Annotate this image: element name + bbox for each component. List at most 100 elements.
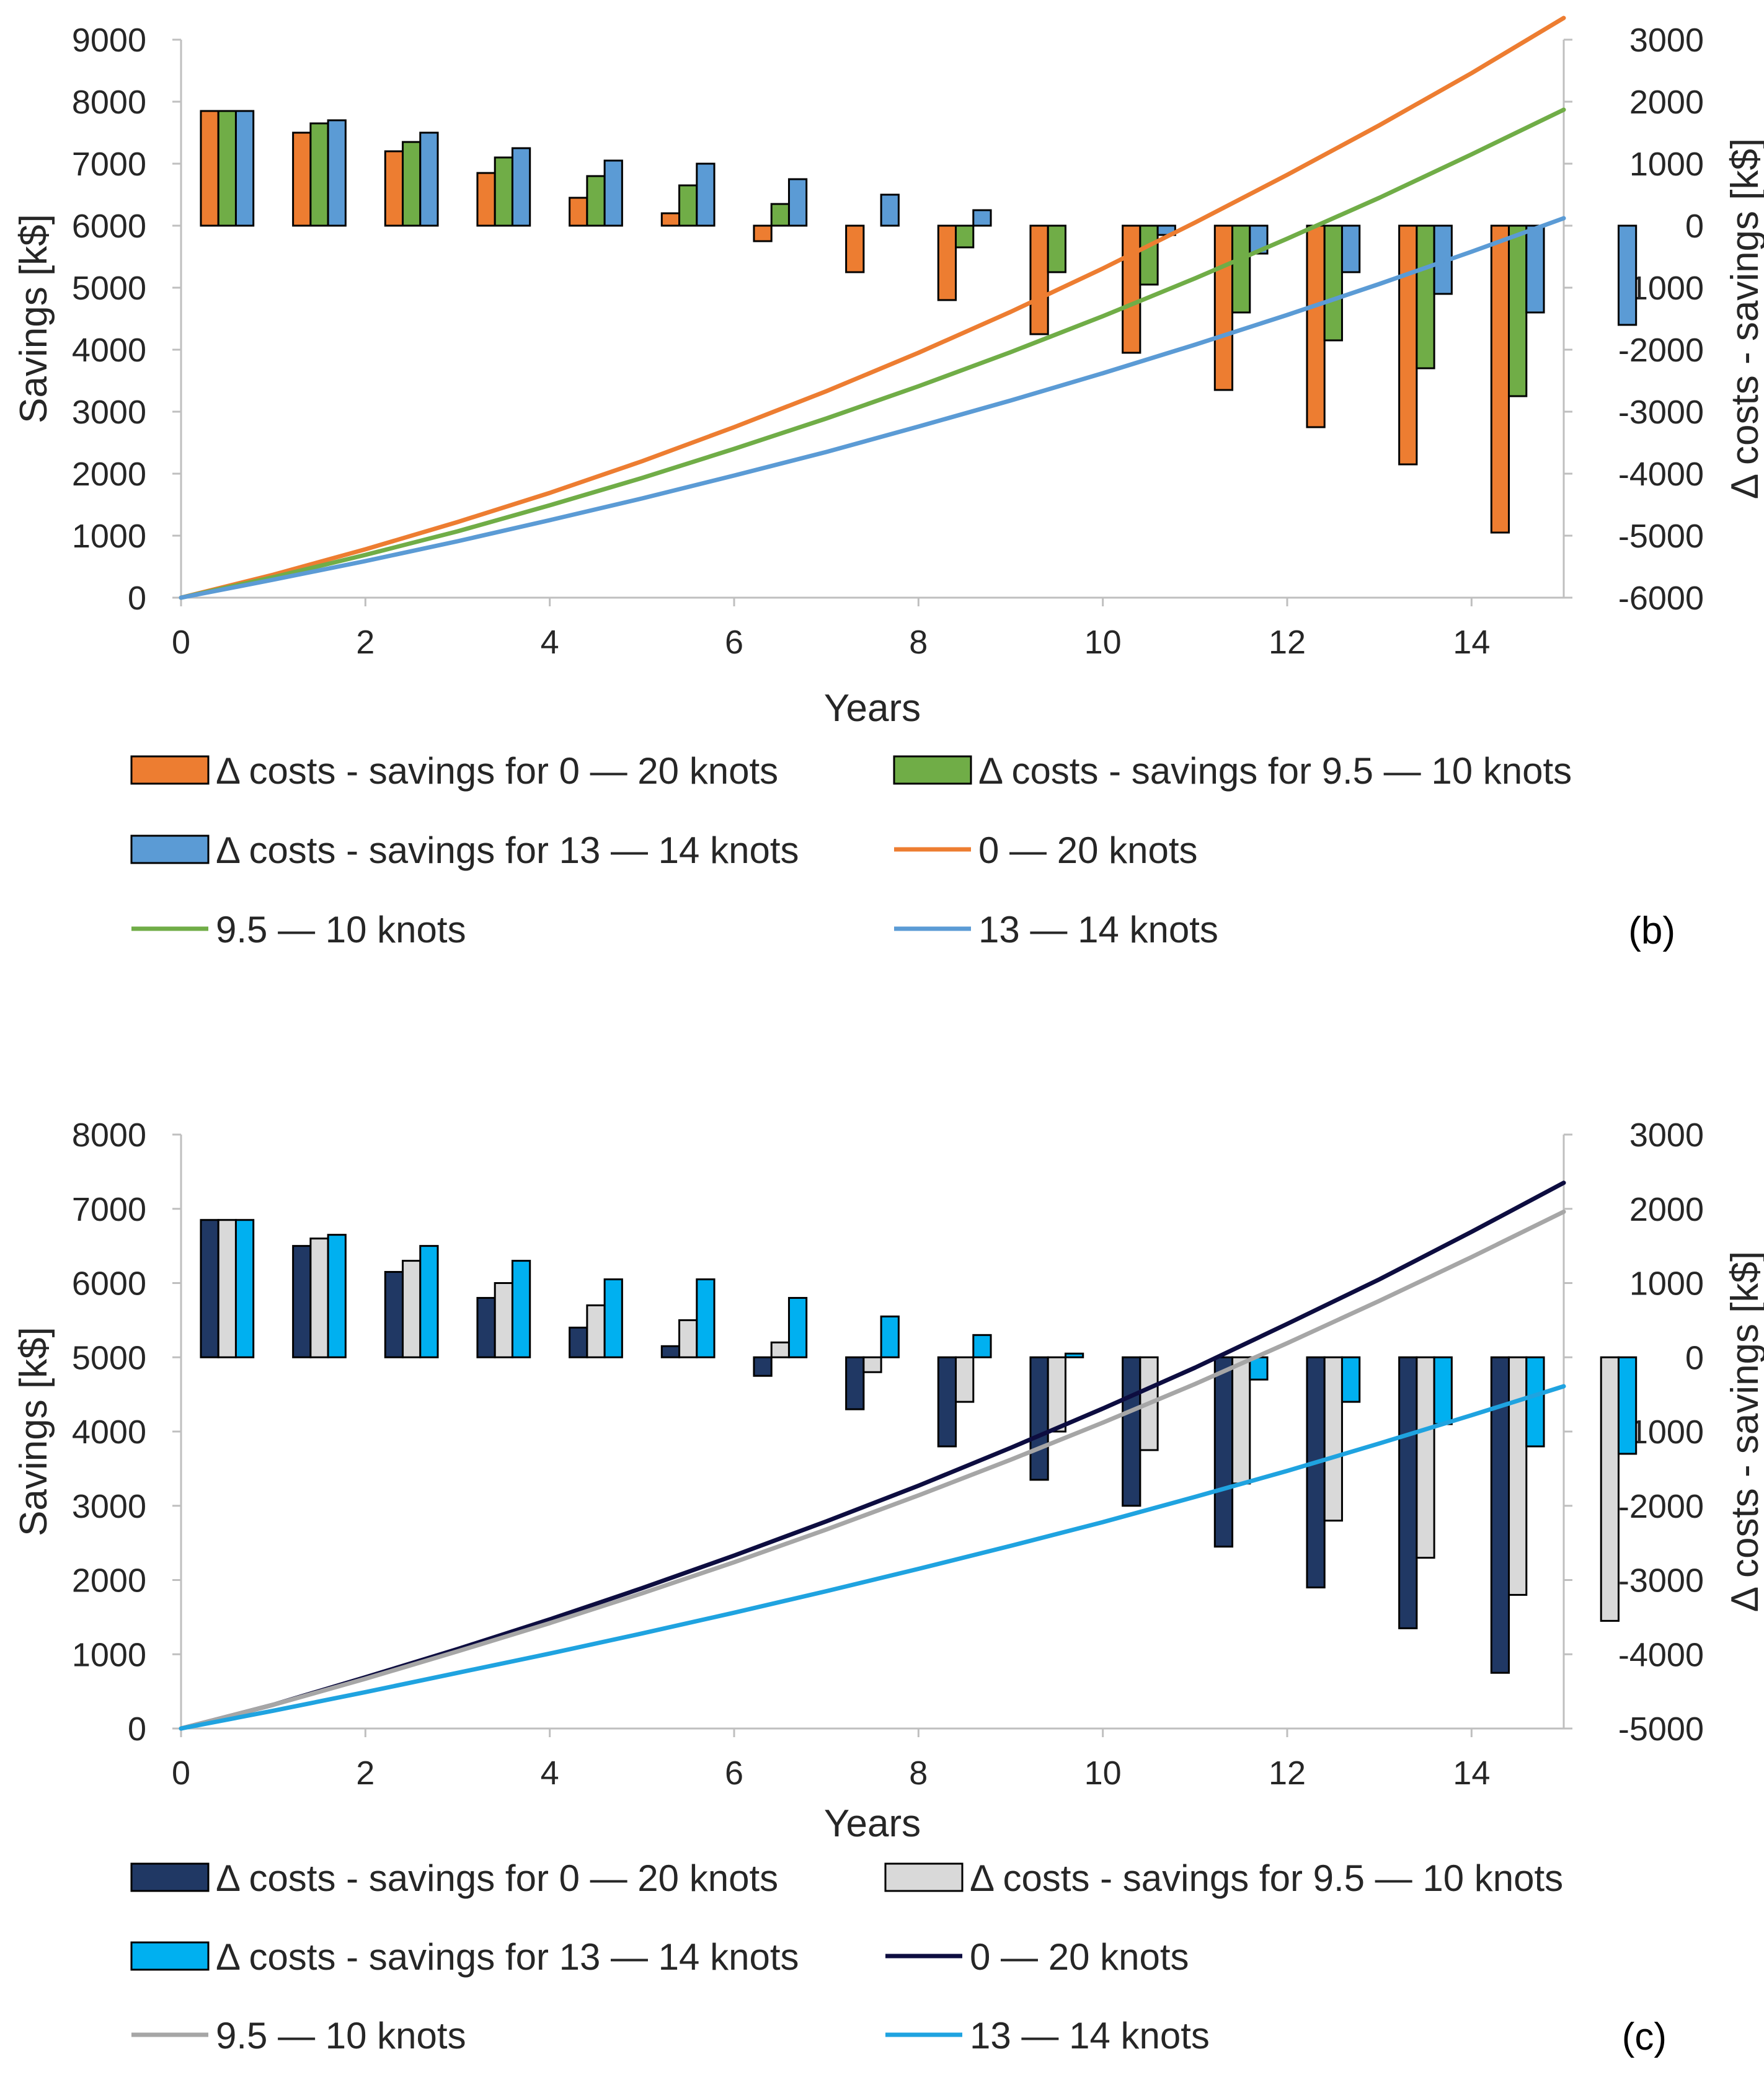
bar (1306, 224, 1326, 428)
bar (937, 224, 957, 301)
legend-label: Δ costs - savings for 9.5 — 10 knots (970, 1857, 1563, 1899)
panel-label: (b) (1628, 910, 1675, 952)
bar (511, 147, 531, 227)
bar (419, 1245, 439, 1358)
legend-label: 9.5 — 10 knots (216, 909, 466, 950)
bar (384, 150, 404, 227)
panel-label: (c) (1622, 2016, 1667, 2058)
bar (292, 1245, 312, 1358)
bar (1617, 1356, 1638, 1455)
bar (1398, 224, 1418, 466)
bar (1525, 224, 1545, 314)
y-tick-label-right: -5000 (1618, 1711, 1704, 1748)
bar (309, 122, 329, 227)
legend-label: Δ costs - savings for 0 — 20 knots (216, 1857, 778, 1899)
y-tick-label-left: 2000 (72, 1562, 146, 1600)
y-tick-label-left: 9000 (72, 22, 146, 59)
bar (1525, 1356, 1545, 1448)
y-tick-label-left: 4000 (72, 332, 146, 369)
legend-label: 0 — 20 knots (978, 830, 1198, 871)
bar (309, 1237, 329, 1358)
bar (972, 1334, 992, 1358)
bar (1306, 1356, 1326, 1588)
y-tick-label-left: 3000 (72, 394, 146, 431)
y-tick-label-left: 1000 (72, 518, 146, 555)
y-tick-label-right: 3000 (1629, 1117, 1704, 1154)
bar (1490, 224, 1510, 534)
y-tick-label-left: 5000 (72, 1339, 146, 1376)
x-tick-label: 12 (1269, 624, 1306, 661)
y-tick-label-left: 4000 (72, 1414, 146, 1451)
y-tick-label-left: 3000 (72, 1488, 146, 1525)
bar (234, 1219, 255, 1358)
legend-label: Δ costs - savings for 13 — 14 knots (216, 830, 799, 871)
bar (1047, 1356, 1066, 1433)
legend-swatch-bar (884, 1862, 964, 1892)
bar (845, 1356, 865, 1410)
bar (569, 197, 588, 227)
x-tick-label: 4 (541, 1755, 559, 1792)
y-tick-label-right: -2000 (1618, 332, 1704, 369)
x-tick-label: 6 (725, 1755, 743, 1792)
chart-panel-b: 0100020003000400050006000700080009000-60… (12, 15, 1764, 952)
x-tick-label: 14 (1453, 1755, 1490, 1792)
x-tick-label: 0 (172, 1755, 190, 1792)
bar (1341, 224, 1361, 273)
series-line (179, 1180, 1566, 1731)
y-tick-label-right: 0 (1685, 1339, 1704, 1376)
bar (586, 175, 606, 227)
bar (1029, 1356, 1049, 1481)
bar (1617, 224, 1638, 326)
chart-panel-c: 010002000300040005000600070008000-5000-4… (12, 1117, 1764, 2058)
bar (1341, 1356, 1361, 1403)
y-axis-title-right: Δ costs - savings [k$] (1724, 1251, 1764, 1612)
bar (200, 110, 219, 227)
x-tick-label: 2 (356, 1755, 375, 1792)
bar (586, 1304, 606, 1358)
legend-label: 13 — 14 knots (978, 909, 1218, 950)
x-tick-label: 10 (1084, 1755, 1122, 1792)
bar (1508, 1356, 1528, 1596)
y-tick-label-left: 6000 (72, 1265, 146, 1303)
bar (292, 131, 312, 227)
bar (1433, 1356, 1453, 1425)
bar (327, 119, 347, 227)
bar (696, 1278, 716, 1358)
legend-swatch-bar (893, 755, 972, 785)
y-tick-label-right: 2000 (1629, 1191, 1704, 1228)
bar (660, 212, 681, 227)
bar (1231, 224, 1251, 314)
bar (402, 141, 422, 227)
bar (1231, 1356, 1251, 1485)
bar (494, 156, 513, 227)
legend-swatch-bar (130, 834, 210, 864)
series-line (179, 15, 1566, 600)
bar (880, 1315, 900, 1358)
y-tick-label-left: 5000 (72, 270, 146, 307)
x-tick-label: 0 (172, 624, 190, 661)
bar (937, 1356, 957, 1448)
x-tick-label: 12 (1269, 1755, 1306, 1792)
legend-swatch-bar (130, 1941, 210, 1971)
bar (217, 1219, 237, 1358)
bar (770, 203, 790, 227)
bar (494, 1282, 513, 1358)
series-line (179, 1384, 1566, 1731)
bar (678, 184, 698, 227)
bar (845, 224, 865, 273)
bar (678, 1319, 698, 1358)
y-tick-label-left: 8000 (72, 1117, 146, 1154)
x-axis-title: Years (824, 1802, 921, 1845)
bar (1398, 1356, 1418, 1629)
y-axis-title-left: Savings [k$] (12, 1327, 55, 1536)
y-tick-label-right: -4000 (1618, 1636, 1704, 1673)
y-tick-label-left: 2000 (72, 456, 146, 493)
series-line (179, 107, 1566, 600)
y-tick-label-left: 0 (128, 580, 146, 617)
bar (476, 1296, 496, 1358)
y-tick-label-right: -3000 (1618, 394, 1704, 431)
bar (1323, 1356, 1343, 1522)
bar (880, 193, 900, 227)
bar (1047, 224, 1066, 273)
bar (1213, 1356, 1234, 1548)
